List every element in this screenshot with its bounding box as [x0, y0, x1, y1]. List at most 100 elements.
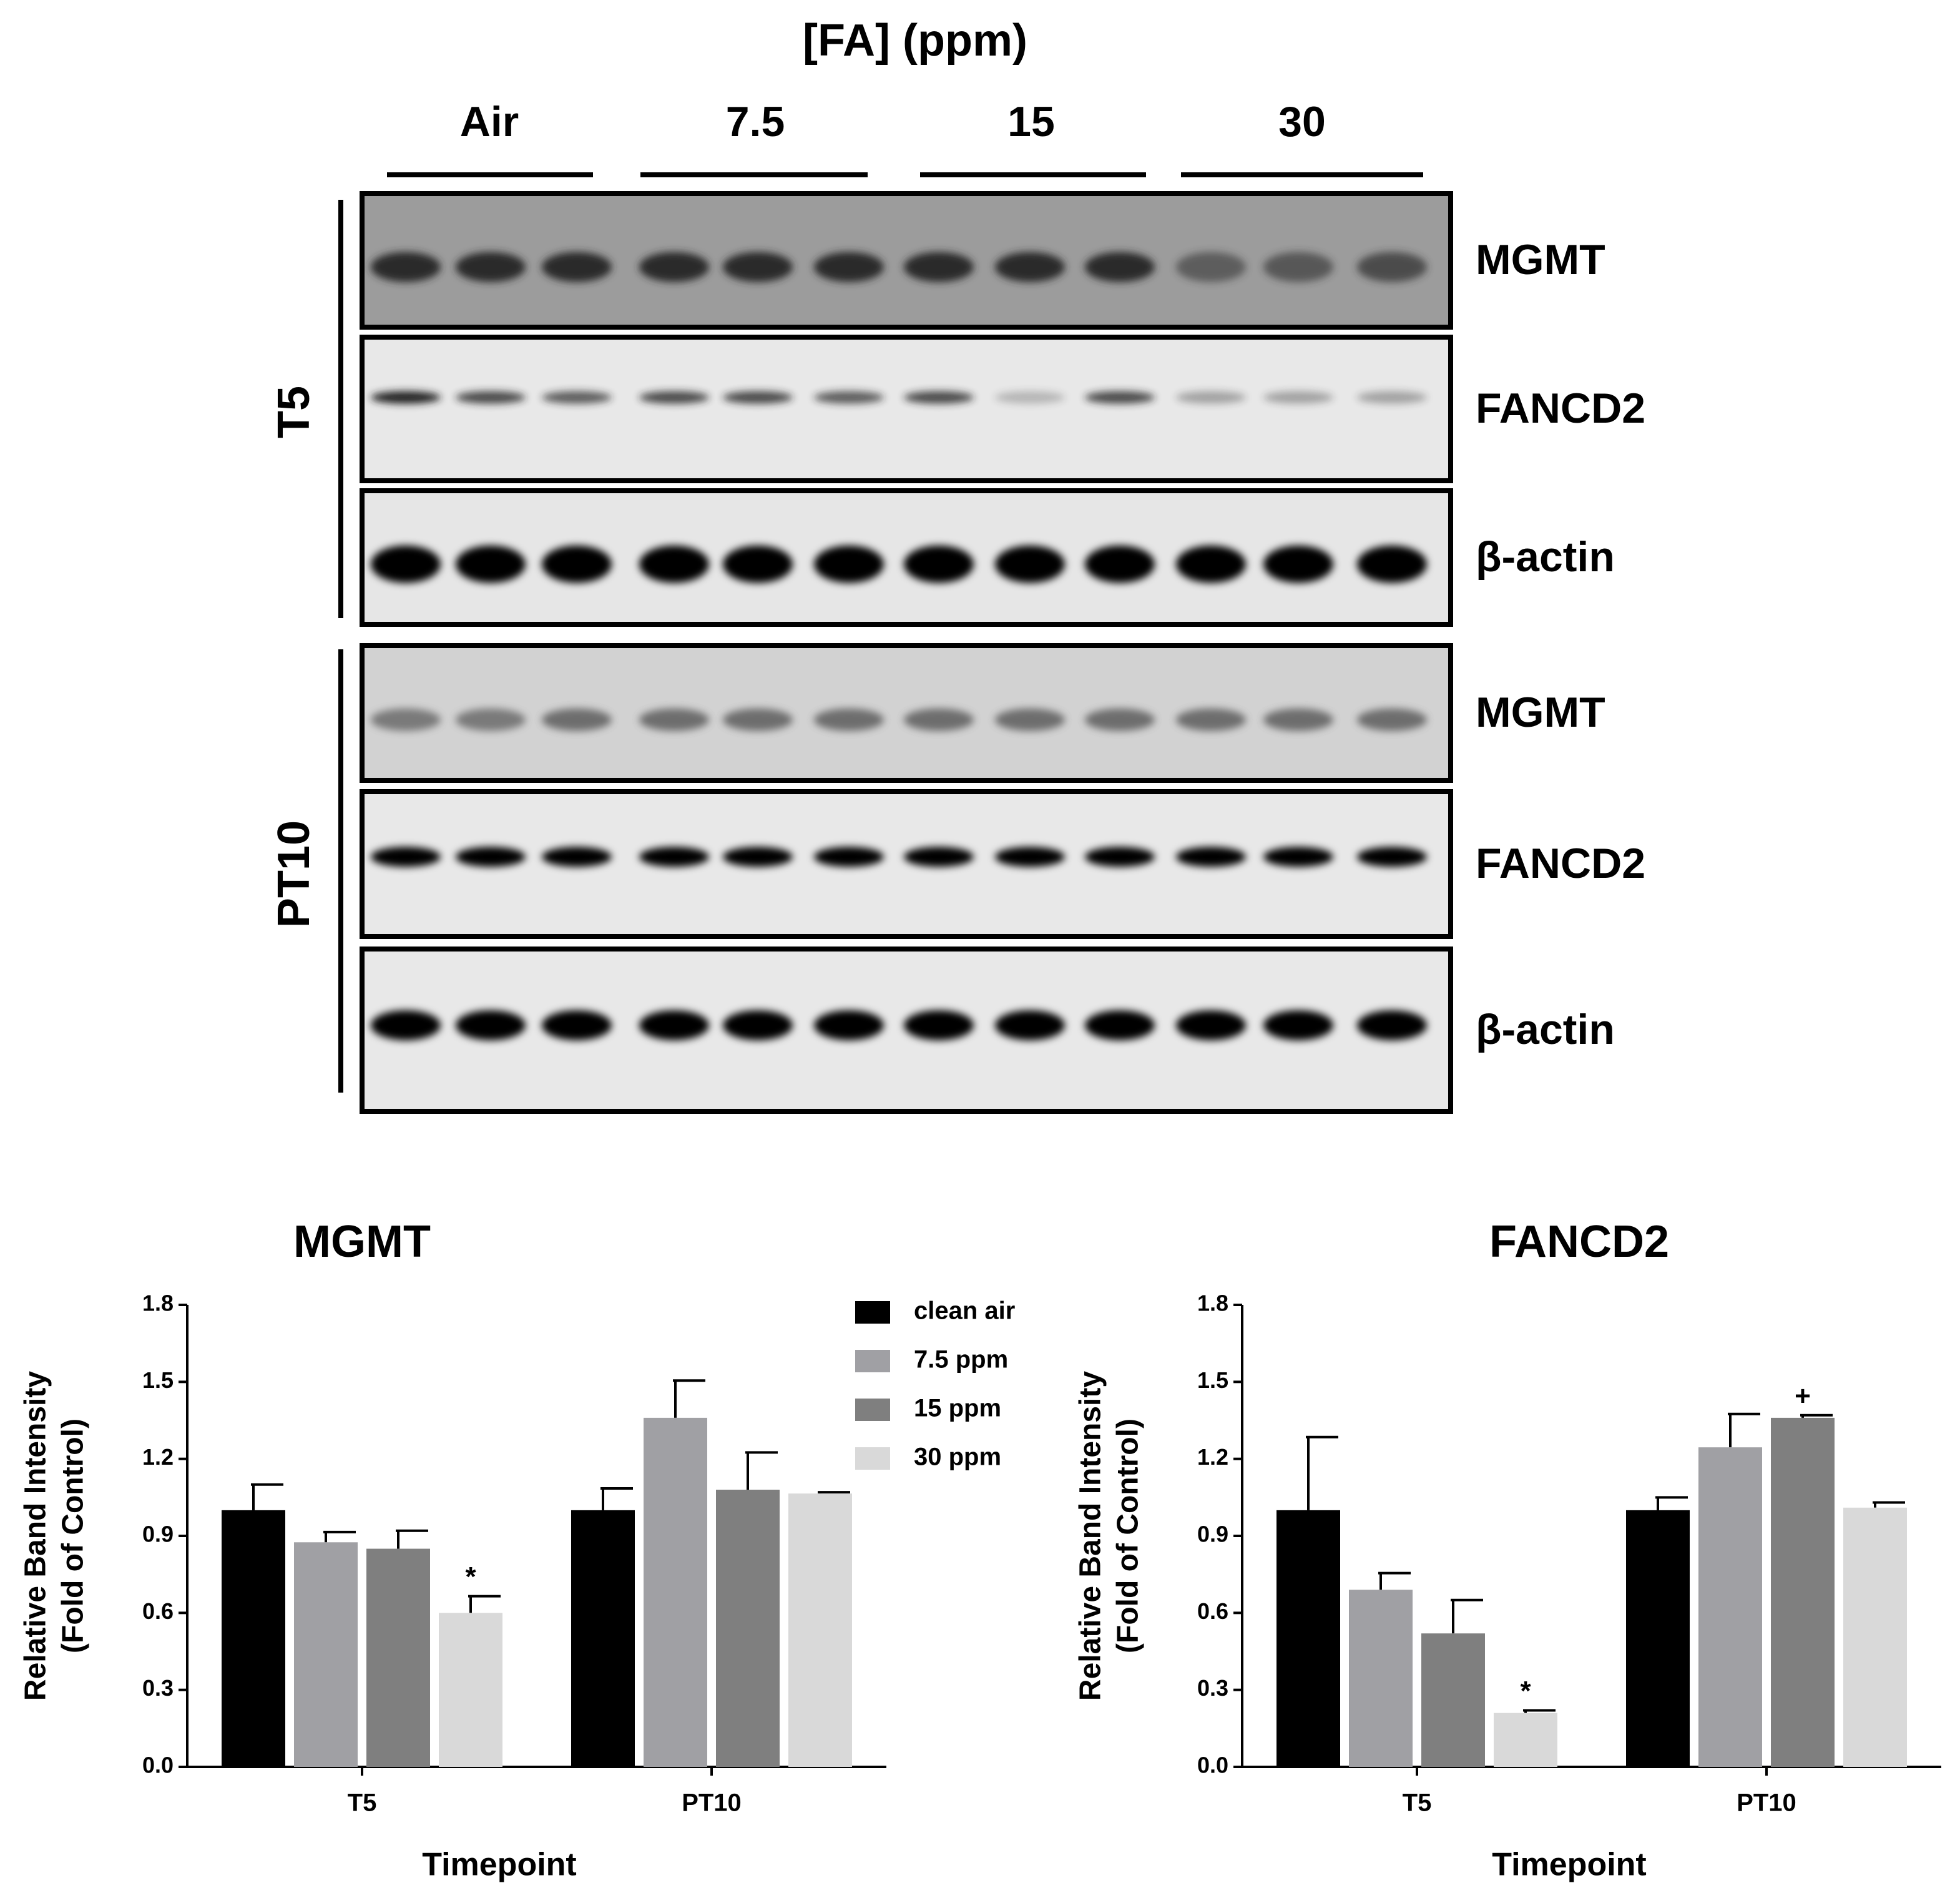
blot-band [1263, 391, 1333, 404]
blot-band [1357, 391, 1427, 404]
bar [788, 1493, 852, 1767]
blot-band [456, 1010, 526, 1041]
protein-label: FANCD2 [1476, 840, 1645, 887]
group-label: 7.5 [726, 98, 785, 145]
blot-band [814, 1010, 884, 1041]
blot-band [456, 545, 526, 583]
blot-panel [360, 789, 1453, 939]
bar [366, 1548, 430, 1767]
blot-band [904, 708, 974, 731]
blot-band [542, 847, 612, 867]
y-tick-label: 1.2 [142, 1444, 174, 1470]
group-label: Air [460, 98, 519, 145]
blot-band [995, 1010, 1065, 1041]
legend-swatch [855, 1301, 890, 1324]
blot-band [814, 708, 884, 731]
blot-band [814, 545, 884, 583]
blot-band [639, 252, 709, 282]
y-tick-label: 0.0 [142, 1753, 174, 1778]
blot-band [723, 391, 793, 404]
y-tick-label: 0.3 [1197, 1675, 1228, 1701]
protein-label: MGMT [1476, 689, 1605, 736]
blot-band [1176, 847, 1246, 867]
blot-band [456, 252, 526, 282]
blot-panel [360, 643, 1453, 783]
blot-band [371, 847, 441, 867]
blot-band [1263, 708, 1333, 731]
blot-band [995, 252, 1065, 282]
bar [571, 1510, 635, 1767]
y-tick-label: 0.9 [1197, 1522, 1228, 1547]
bar [1698, 1447, 1762, 1767]
blot-band [371, 708, 441, 731]
legend-label: clean air [914, 1297, 1015, 1325]
blot-band [1357, 545, 1427, 583]
protein-label: β-actin [1476, 1006, 1615, 1053]
y-tick-label: 0.9 [142, 1522, 174, 1547]
bar [1771, 1417, 1835, 1767]
blot-band [1357, 708, 1427, 731]
y-axis-label: Relative Band Intensity [19, 1371, 52, 1701]
blot-panel [360, 335, 1453, 483]
bar [716, 1490, 780, 1767]
blot-band [639, 847, 709, 867]
blot-band [542, 708, 612, 731]
blot-band [371, 391, 441, 404]
blot-band [1085, 847, 1155, 867]
blot-band [1085, 545, 1155, 583]
bar [644, 1417, 707, 1767]
legend-swatch [855, 1350, 890, 1372]
bar-chart: FANCD2 Relative Band Intensity (Fold of Co… [1074, 1217, 1941, 1883]
significance-marker: * [465, 1561, 476, 1592]
blot-band [995, 847, 1065, 867]
y-tick-label: 0.6 [1197, 1598, 1228, 1624]
bar [1421, 1633, 1485, 1767]
timepoint-label: T5 [269, 386, 319, 438]
blot-band [1085, 1010, 1155, 1041]
y-tick-label: 0.6 [142, 1598, 174, 1624]
blot-band [371, 1010, 441, 1041]
blot-band [723, 847, 793, 867]
x-tick-label: PT10 [1737, 1789, 1796, 1817]
blot-band [1176, 391, 1246, 404]
blot-band [456, 847, 526, 867]
y-tick-label: 1.8 [1197, 1291, 1228, 1316]
x-axis-label: Timepoint [1492, 1847, 1646, 1883]
blot-band [995, 708, 1065, 731]
y-axis-label: (Fold of Control) [57, 1419, 90, 1653]
group-label: 15 [1007, 98, 1055, 145]
y-tick-label: 1.5 [142, 1367, 174, 1393]
blot-band [904, 252, 974, 282]
blot-band [542, 545, 612, 583]
blot-band [542, 252, 612, 282]
x-axis-label: Timepoint [422, 1847, 576, 1883]
bar [1349, 1590, 1413, 1767]
group-label: 30 [1278, 98, 1326, 145]
blot-band [456, 708, 526, 731]
blot-band [1085, 391, 1155, 404]
significance-marker: * [1520, 1676, 1531, 1706]
blot-band [1176, 708, 1246, 731]
protein-label: MGMT [1476, 236, 1605, 283]
blot-band [456, 391, 526, 404]
blot-band [371, 252, 441, 282]
bar [439, 1613, 502, 1767]
x-tick-label: PT10 [682, 1789, 742, 1817]
legend-label: 30 ppm [914, 1443, 1001, 1471]
blot-band [1176, 252, 1246, 282]
bar [1626, 1510, 1690, 1767]
blot-band [904, 847, 974, 867]
blot-band [904, 1010, 974, 1041]
y-tick-label: 0.0 [1197, 1753, 1228, 1778]
blot-band [1263, 1010, 1333, 1041]
y-tick-label: 1.5 [1197, 1367, 1228, 1393]
blot-band [723, 1010, 793, 1041]
legend-label: 15 ppm [914, 1395, 1001, 1422]
bar [1843, 1507, 1907, 1767]
y-tick-label: 1.2 [1197, 1444, 1228, 1470]
bar-chart: MGMT Relative Band Intensity (Fold of Cont… [19, 1217, 1016, 1883]
blot-title: [FA] (ppm) [803, 16, 1027, 66]
protein-label: FANCD2 [1476, 385, 1645, 432]
x-tick-label: T5 [348, 1789, 377, 1817]
